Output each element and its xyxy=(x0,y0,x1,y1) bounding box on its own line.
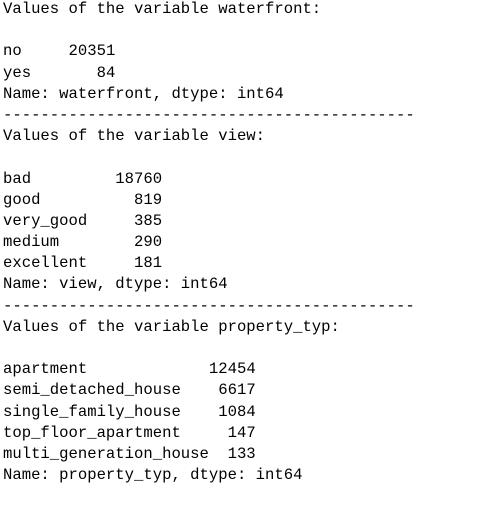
block-header-view: Values of the variable view: xyxy=(3,127,266,146)
blank-line xyxy=(3,338,480,359)
row-label: no xyxy=(3,42,22,61)
separator-line: ----------------------------------------… xyxy=(3,296,415,315)
row-value: 385 xyxy=(87,211,163,230)
row-label: medium xyxy=(3,233,60,252)
series-footer-view: Name: view, dtype: int64 xyxy=(3,275,228,294)
value-row: good 819 xyxy=(3,190,480,211)
row-value: 819 xyxy=(40,190,163,209)
block-header-property-typ: Values of the variable property_typ: xyxy=(3,317,340,336)
value-row: yes 84 xyxy=(3,63,480,84)
row-value: 1084 xyxy=(180,402,256,421)
row-value: 84 xyxy=(31,63,116,82)
row-value: 6617 xyxy=(180,381,256,400)
value-row: excellent 181 xyxy=(3,253,480,274)
value-row: medium 290 xyxy=(3,232,480,253)
row-value: 147 xyxy=(180,423,256,442)
row-value: 133 xyxy=(208,444,256,463)
value-row: single_family_house 1084 xyxy=(3,402,480,423)
series-footer-waterfront: Name: waterfront, dtype: int64 xyxy=(3,84,284,103)
separator-line: ----------------------------------------… xyxy=(3,105,415,124)
blank-line xyxy=(3,20,480,41)
row-value: 18760 xyxy=(31,169,163,188)
row-label: top_floor_apartment xyxy=(3,423,181,442)
row-label: excellent xyxy=(3,254,88,273)
block-header-waterfront: Values of the variable waterfront: xyxy=(3,0,322,18)
row-value: 181 xyxy=(87,254,163,273)
row-value: 20351 xyxy=(21,42,116,61)
value-row: no 20351 xyxy=(3,41,480,62)
row-value: 12454 xyxy=(87,360,256,379)
row-label: bad xyxy=(3,169,32,188)
row-label: very_good xyxy=(3,211,88,230)
value-row: apartment 12454 xyxy=(3,359,480,380)
row-label: multi_generation_house xyxy=(3,444,209,463)
value-row: bad 18760 xyxy=(3,169,480,190)
row-value: 290 xyxy=(59,233,163,252)
row-label: yes xyxy=(3,63,32,82)
value-row: semi_detached_house 6617 xyxy=(3,380,480,401)
value-row: top_floor_apartment 147 xyxy=(3,423,480,444)
value-row: very_good 385 xyxy=(3,211,480,232)
row-label: semi_detached_house xyxy=(3,381,181,400)
blank-line xyxy=(3,147,480,168)
row-label: good xyxy=(3,190,41,209)
series-footer-property-typ: Name: property_typ, dtype: int64 xyxy=(3,466,303,485)
row-label: single_family_house xyxy=(3,402,181,421)
value-row: multi_generation_house 133 xyxy=(3,444,480,465)
row-label: apartment xyxy=(3,360,88,379)
